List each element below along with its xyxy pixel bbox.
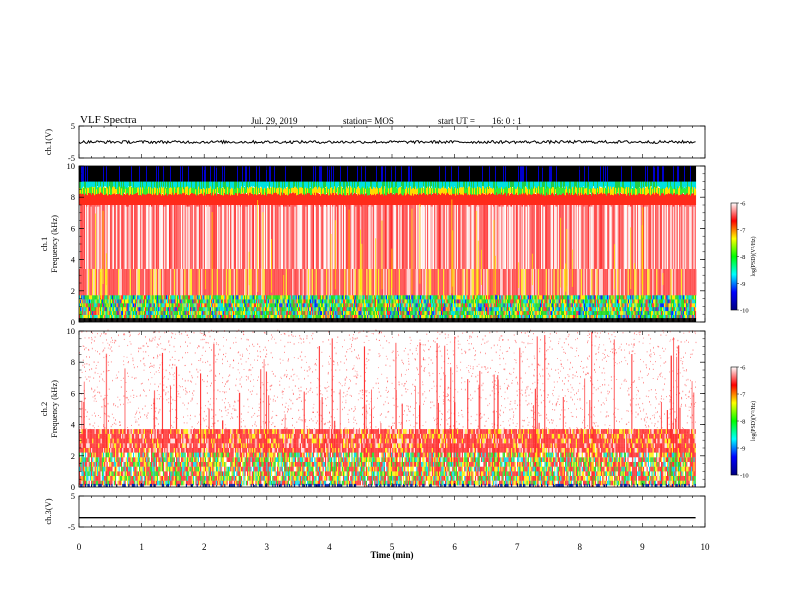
ch1-colorbar: -6 -7 -8 -9 -10 log(PSD)(V²/Hz) [730, 201, 757, 315]
colorbar-tick-label: -9 [740, 281, 745, 288]
colorbar-tick-label: -8 [740, 419, 745, 426]
colorbar-label: log(PSD)(V²/Hz) [750, 401, 757, 441]
colorbar-scale [730, 366, 738, 476]
ch1-panel-frame-x-ticks [78, 126, 706, 158]
x-tick-label: 1 [139, 542, 144, 552]
x-axis-label: Time (min) [370, 550, 413, 560]
x-tick-label: 0 [77, 542, 82, 552]
x-tick-label: 2 [202, 542, 207, 552]
ch1-y-ticks: 5 -5 [68, 121, 705, 163]
ch1-spectrogram-y-label: ch.1 Frequency (kHz) [39, 215, 59, 273]
ch2-colorbar: -6 -7 -8 -9 -10 log(PSD)(V²/Hz) [730, 365, 757, 480]
ch2-spectrogram [79, 329, 697, 487]
y-tick-label: 0 [71, 482, 75, 492]
y-tick-label: 2 [71, 286, 75, 296]
x-tick-label: 9 [640, 542, 645, 552]
ch1-trace [78, 139, 696, 145]
ch1-spectrogram [79, 166, 697, 322]
y-tick-label: 6 [71, 223, 75, 233]
x-tick-label: 5 [390, 542, 395, 552]
y-axis-label-line: Frequency (kHz) [49, 215, 59, 273]
y-tick-label: 8 [71, 357, 75, 367]
colorbar-tick-label: -9 [740, 446, 745, 453]
ch3-y-ticks: 5 -5 [68, 491, 705, 532]
y-tick-label: 4 [71, 420, 76, 430]
y-tick-label: 4 [71, 255, 76, 265]
colorbar-tick-label: -7 [740, 392, 746, 399]
series-line [78, 139, 696, 145]
ch2-spectrogram-y-ticks: 0 2 4 6 8 10 [67, 326, 705, 492]
ch3-panel-frame-x-ticks [78, 496, 706, 527]
y-tick-label: 10 [67, 326, 76, 336]
y-tick-label: 6 [71, 388, 75, 398]
date-label: Jul. 29, 2019 [251, 116, 298, 126]
ch3-panel-frame [78, 495, 706, 528]
x-tick-label: 6 [452, 542, 457, 552]
x-axis: 0 1 2 3 4 5 6 7 8 9 10 Time (min) [77, 542, 710, 560]
colorbar-label: log(PSD)(V²/Hz) [750, 236, 757, 276]
colorbar-tick-label: -10 [740, 308, 749, 315]
y-tick-label: 5 [71, 491, 75, 501]
colorbar-tick-label: -6 [740, 201, 746, 208]
chart-title: VLF Spectra [80, 114, 137, 126]
start-time-label: start UT = [438, 116, 475, 126]
ch1-y-label: ch.1(V) [43, 129, 53, 155]
y-tick-label: 2 [71, 451, 75, 461]
x-tick-label: 7 [515, 542, 520, 552]
y-axis-label-line: ch.2 [39, 402, 49, 416]
colorbar-tick-label: -6 [740, 365, 746, 372]
x-tick-label: 8 [578, 542, 583, 552]
y-tick-label: 0 [71, 317, 75, 327]
y-axis-label: ch.3(V) [43, 498, 53, 524]
y-tick-label: 10 [67, 161, 76, 171]
station-label: station= MOS [343, 116, 394, 126]
ch2-spectrogram-y-label: ch.2 Frequency (kHz) [39, 380, 59, 438]
y-tick-label: 8 [71, 192, 75, 202]
y-axis-label: ch.1(V) [43, 129, 53, 155]
ch2-spectrogram-frame-x-ticks [78, 331, 706, 487]
ch1-spectrogram-y-ticks: 0 2 4 6 8 10 [67, 161, 705, 327]
y-axis-label-line: ch.1 [39, 237, 49, 251]
x-tick-label: 4 [327, 542, 332, 552]
start-time-value: 16: 0 : 1 [492, 116, 522, 126]
x-tick-label: 3 [265, 542, 270, 552]
x-tick-label: 10 [701, 542, 711, 552]
y-tick-label: 5 [71, 121, 75, 131]
colorbar-tick-label: -8 [740, 254, 745, 261]
y-tick-label: -5 [68, 153, 75, 163]
y-tick-label: -5 [68, 522, 75, 532]
colorbar-tick-label: -7 [740, 227, 746, 234]
ch1-spectrogram-frame-x-ticks [78, 166, 706, 322]
colorbar-tick-label: -10 [740, 473, 749, 480]
y-axis-label-line: Frequency (kHz) [49, 380, 59, 438]
colorbar-scale [730, 202, 738, 311]
ch3-y-label: ch.3(V) [43, 498, 53, 524]
